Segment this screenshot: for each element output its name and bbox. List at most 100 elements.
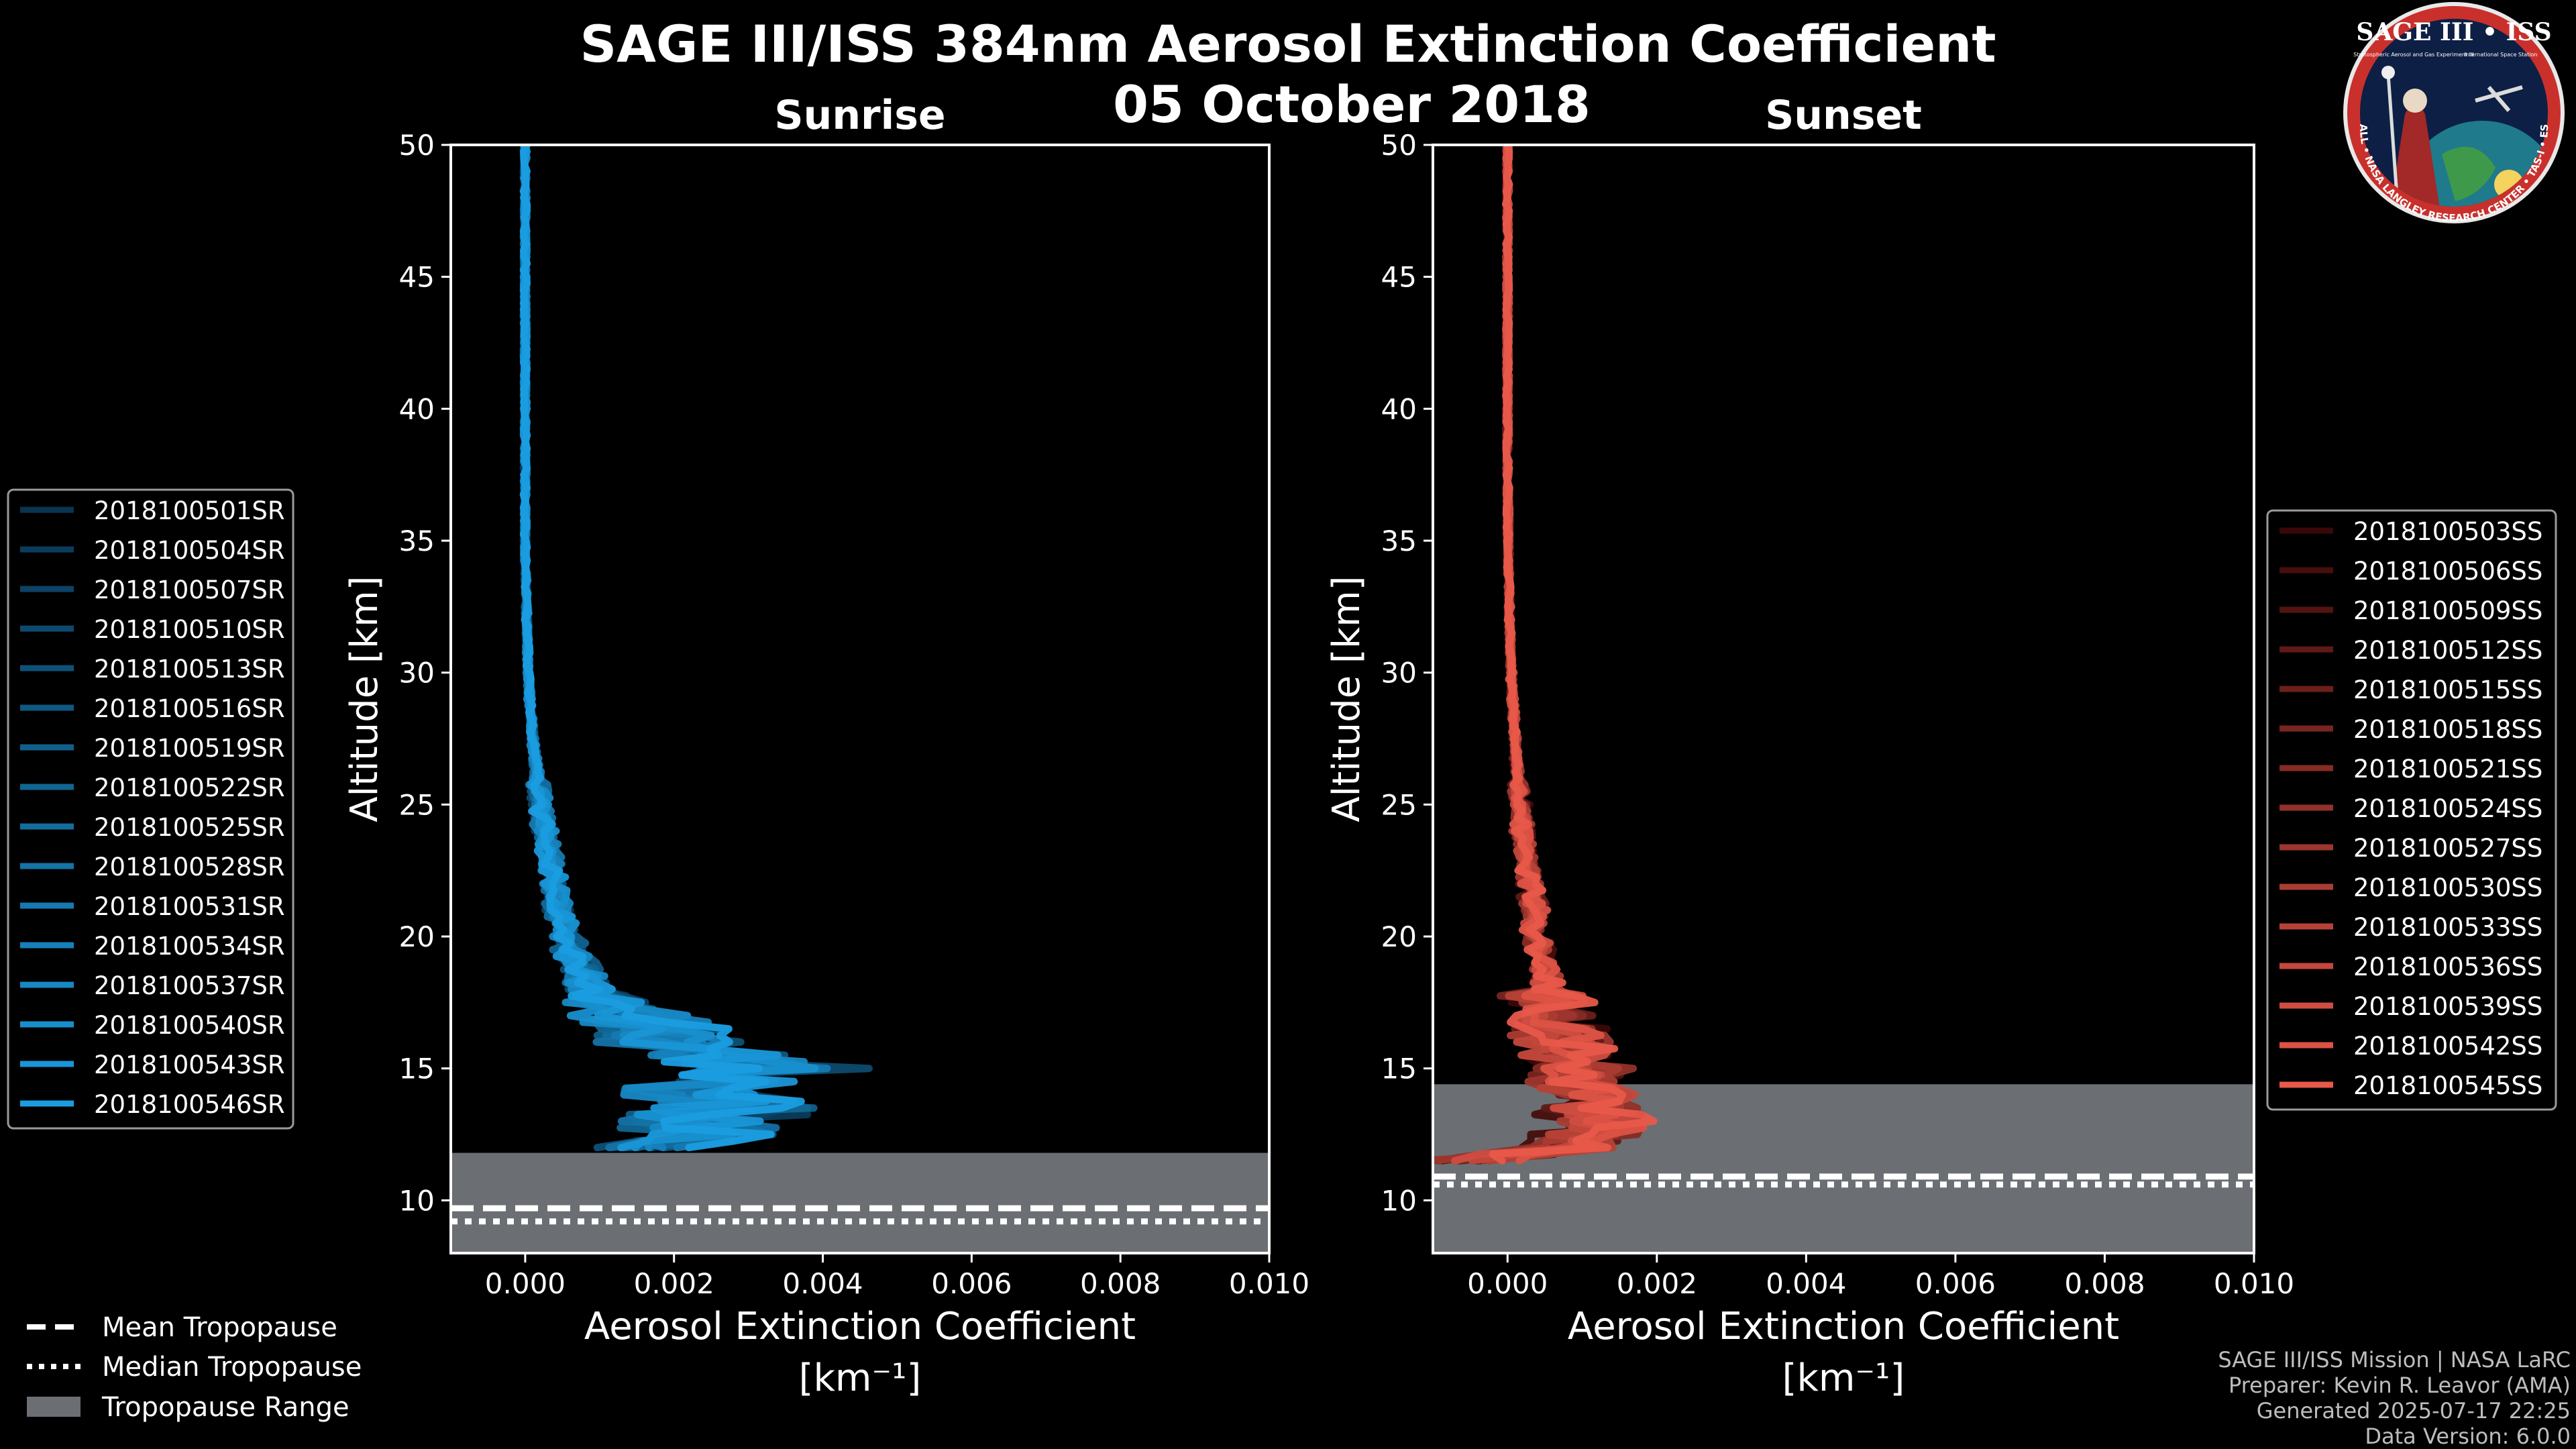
legend-label: 2018100534SR: [94, 932, 285, 961]
legend-label: 2018100501SR: [94, 496, 285, 525]
legend-label: 2018100524SS: [2353, 794, 2542, 823]
y-axis-label: Altitude [km]: [1325, 576, 1368, 822]
logo-subtitle-right: International Space Station: [2465, 52, 2538, 58]
profile-line-2018100546SR: [519, 145, 805, 1152]
series-legend: 2018100503SS 2018100506SS 2018100509SS 2018…: [2266, 509, 2557, 1111]
tropopause-range-label: Tropopause Range: [101, 1392, 350, 1423]
legend-label: 2018100531SR: [94, 892, 285, 921]
y-tick-label: 35: [1381, 525, 1417, 557]
y-tick-label: 15: [1381, 1053, 1417, 1085]
y-tick-label: 30: [399, 657, 435, 690]
mean-tropopause-label: Mean Tropopause: [102, 1312, 337, 1343]
legend-label: 2018100506SS: [2353, 557, 2542, 586]
legend-label: 2018100516SR: [94, 694, 285, 723]
x-tick-label: 0.006: [931, 1267, 1012, 1300]
legend-frame: [2266, 509, 2557, 1111]
tropopause-legend: Mean Tropopause Median Tropopause Tropop…: [27, 1312, 362, 1423]
credit-generated: Generated 2025-07-17 22:25: [2257, 1398, 2571, 1424]
legend-label: 2018100507SR: [94, 576, 285, 604]
figure-title: SAGE III/ISS 384nm Aerosol Extinction Co…: [580, 14, 1996, 74]
x-tick-label: 0.010: [1229, 1267, 1309, 1300]
legend-label: 2018100546SR: [94, 1090, 285, 1119]
y-tick-label: 35: [399, 525, 435, 557]
x-tick-label: 0.008: [1080, 1267, 1161, 1300]
credit-preparer: Preparer: Kevin R. Leavor (AMA): [2229, 1373, 2571, 1398]
logo-subtitle-left: Stratospheric Aerosol and Gas Experiment…: [2353, 52, 2473, 58]
legend-label: 2018100518SS: [2353, 715, 2542, 744]
iss-station-icon: [2475, 85, 2523, 103]
logo-title: SAGE III • ISS: [2356, 18, 2551, 46]
median-tropopause-label: Median Tropopause: [102, 1352, 362, 1383]
legend-label: 2018100503SS: [2353, 517, 2542, 546]
axes-background: [451, 145, 1269, 1253]
x-axis-unit: [km⁻¹]: [799, 1356, 922, 1400]
sunset-panel: 0.000 0.002 0.004 0.006 0.008 0.010 10 15 20 25 30…: [1325, 92, 2557, 1400]
legend-label: 2018100512SS: [2353, 636, 2542, 665]
x-axis-label: Aerosol Extinction Coefficient: [1568, 1305, 2119, 1348]
earth-icon: [2402, 121, 2548, 207]
x-tick-label: 0.010: [2214, 1267, 2294, 1300]
legend-label: 2018100540SR: [94, 1011, 285, 1040]
x-tick-label: 0.006: [1915, 1267, 1996, 1300]
credit-mission: SAGE III/ISS Mission | NASA LaRC: [2218, 1347, 2571, 1373]
series-legend: 2018100501SR 2018100504SR 2018100507SR 2018…: [7, 488, 294, 1130]
x-axis-unit: [km⁻¹]: [1782, 1356, 1905, 1400]
x-axis-label: Aerosol Extinction Coefficient: [584, 1305, 1136, 1348]
y-tick-label: 45: [399, 261, 435, 294]
panel-title: Sunrise: [774, 92, 945, 139]
panel-title: Sunset: [1765, 92, 1922, 139]
legend-label: 2018100533SS: [2353, 913, 2542, 942]
legend-frame: [7, 488, 294, 1130]
y-tick-label: 25: [1381, 788, 1417, 821]
legend-label: 2018100509SS: [2353, 596, 2542, 625]
profile-lines: [1433, 145, 1658, 1165]
axes-frame: [449, 144, 1271, 1254]
y-tick-label: 45: [1381, 261, 1417, 294]
axes-frame: [1432, 144, 2255, 1254]
legend-label: 2018100537SR: [94, 971, 285, 1000]
x-tick-label: 0.004: [782, 1267, 863, 1300]
y-tick-label: 25: [399, 788, 435, 821]
profile-line-2018100545SS: [1489, 145, 1658, 1165]
y-axis-label: Altitude [km]: [343, 576, 386, 822]
y-tick-label: 10: [1381, 1184, 1417, 1217]
x-tick-label: 0.000: [485, 1267, 566, 1300]
profile-lines: [519, 145, 873, 1152]
x-tick-label: 0.008: [2064, 1267, 2145, 1300]
legend-label: 2018100522SR: [94, 773, 285, 802]
y-tick-label: 20: [1381, 920, 1417, 953]
credits: SAGE III/ISS Mission | NASA LaRC Prepare…: [2218, 1347, 2571, 1449]
y-tick-label: 40: [399, 392, 435, 425]
legend-label: 2018100510SR: [94, 615, 285, 644]
tropopause-range-band: [451, 1152, 1269, 1253]
legend-label: 2018100528SR: [94, 853, 285, 881]
x-tick-label: 0.004: [1766, 1267, 1846, 1300]
credit-version: Data Version: 6.0.0: [2365, 1424, 2571, 1449]
legend-label: 2018100525SR: [94, 813, 285, 842]
legend-label: 2018100542SS: [2353, 1032, 2542, 1061]
y-tick-label: 50: [1381, 129, 1417, 162]
y-tick-label: 30: [1381, 657, 1417, 690]
y-tick-label: 15: [399, 1053, 435, 1085]
figure-date: 05 October 2018: [1113, 74, 1591, 134]
tropopause-range-swatch: [27, 1397, 80, 1417]
legend-label: 2018100519SR: [94, 734, 285, 763]
sunrise-panel: 0.000 0.002 0.004 0.006 0.008 0.010 10 15 20 25 30…: [7, 92, 1309, 1400]
legend-label: 2018100539SS: [2353, 992, 2542, 1021]
x-tick-label: 0.002: [634, 1267, 714, 1300]
legend-label: 2018100504SR: [94, 536, 285, 565]
x-tick-label: 0.000: [1467, 1267, 1548, 1300]
legend-label: 2018100536SS: [2353, 953, 2542, 981]
x-tick-label: 0.002: [1617, 1267, 1697, 1300]
legend-label: 2018100513SR: [94, 655, 285, 684]
legend-label: 2018100545SS: [2353, 1071, 2542, 1100]
y-tick-label: 10: [399, 1184, 435, 1217]
legend-label: 2018100521SS: [2353, 755, 2542, 784]
legend-label: 2018100543SR: [94, 1051, 285, 1079]
y-tick-label: 20: [399, 920, 435, 953]
legend-label: 2018100527SS: [2353, 834, 2542, 863]
legend-label: 2018100530SS: [2353, 873, 2542, 902]
y-tick-label: 50: [399, 129, 435, 162]
y-tick-label: 40: [1381, 392, 1417, 425]
